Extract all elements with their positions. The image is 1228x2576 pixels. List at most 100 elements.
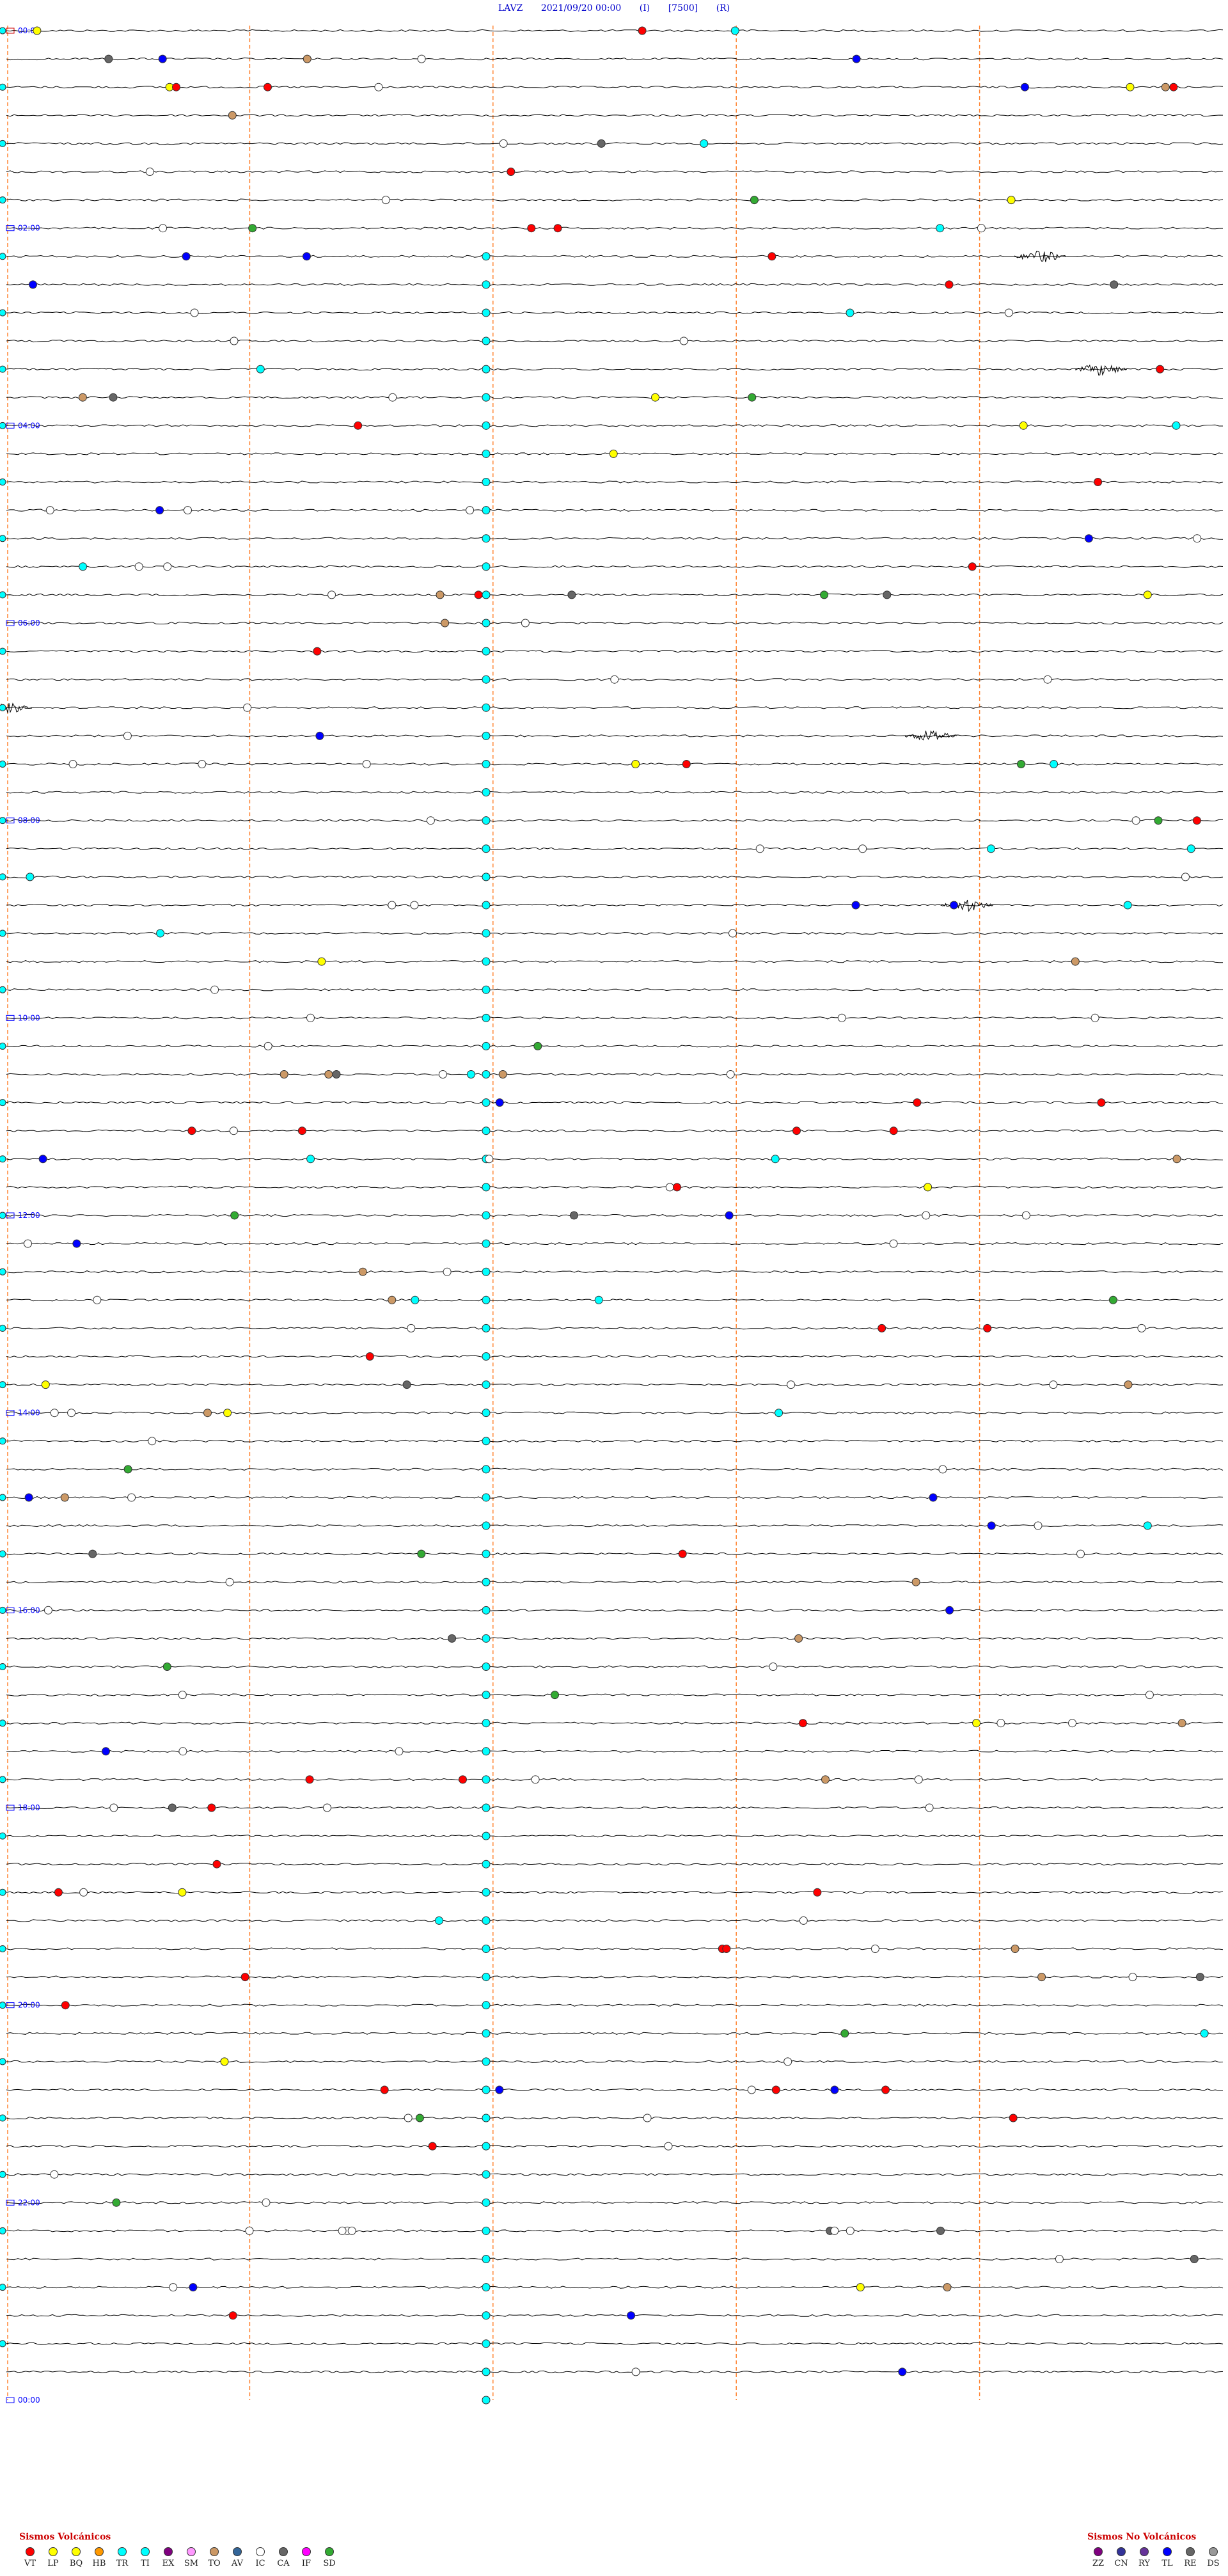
event-marker-tr xyxy=(482,2057,491,2066)
trace-line xyxy=(6,1129,1224,1132)
hour-box-icon xyxy=(6,422,15,429)
event-marker-ic xyxy=(148,1437,157,1446)
event-marker-vt xyxy=(354,421,363,430)
event-marker-lp xyxy=(1143,590,1152,599)
legend-volcanic-to: TO xyxy=(203,2547,225,2568)
event-marker-tr xyxy=(482,2142,491,2151)
event-marker-to xyxy=(911,1577,920,1586)
event-marker-tr xyxy=(1143,1521,1152,1530)
legend-nonvolcanic-dot-icon xyxy=(1117,2547,1126,2556)
event-marker-tr xyxy=(730,26,739,35)
hour-label: 00:00 xyxy=(18,2396,40,2405)
event-marker-ic xyxy=(68,760,77,768)
trace-line xyxy=(6,1721,1224,1725)
event-marker-ic xyxy=(123,731,132,740)
hour-box-icon xyxy=(6,225,15,232)
event-marker-vt xyxy=(297,1126,306,1135)
event-marker-lp xyxy=(924,1183,933,1192)
event-marker-vt xyxy=(172,83,180,91)
seismic-burst xyxy=(905,730,957,741)
event-marker-tr xyxy=(0,704,6,711)
trace-line xyxy=(6,1891,1224,1894)
event-marker-tr xyxy=(482,308,491,317)
event-marker-tr xyxy=(0,1550,6,1558)
event-marker-tr xyxy=(482,1126,491,1135)
event-marker-vt xyxy=(527,224,536,233)
legend-volcanic-dot-icon xyxy=(141,2547,150,2556)
event-marker-tr xyxy=(0,1945,6,1952)
event-marker-tl xyxy=(495,1098,504,1107)
trace-line xyxy=(6,1411,1224,1414)
event-marker-ic xyxy=(225,1577,234,1586)
hour-box-icon xyxy=(6,1212,15,1219)
event-marker-tr xyxy=(482,1577,491,1586)
trace-line xyxy=(6,480,1224,484)
legend-nonvolcanic: Sismos No Volcánicos ZZ CN RY TL RE DS xyxy=(1087,2532,1224,2568)
event-marker-vt xyxy=(1192,816,1201,825)
trace-line xyxy=(6,1947,1224,1950)
event-marker-ic xyxy=(1049,1380,1058,1389)
trace-line xyxy=(6,988,1224,992)
hour-label: 02:00 xyxy=(18,224,40,233)
legend-nonvolcanic-zz: ZZ xyxy=(1087,2547,1109,2568)
event-marker-tr xyxy=(0,1494,6,1501)
event-marker-ic xyxy=(1021,1211,1030,1220)
trace-line xyxy=(6,2003,1224,2007)
event-marker-tr xyxy=(482,1663,491,1671)
event-marker-tr xyxy=(0,2340,6,2348)
event-marker-lp xyxy=(1007,196,1016,205)
event-marker-ic xyxy=(443,1267,452,1276)
event-marker-lp xyxy=(972,1719,981,1728)
trace-line xyxy=(6,847,1224,850)
event-marker-tr xyxy=(1186,844,1195,853)
legend-volcanic-av: AV xyxy=(226,2547,248,2568)
event-marker-tr xyxy=(1050,760,1059,768)
event-marker-ic xyxy=(230,336,239,345)
event-marker-tr xyxy=(0,196,6,204)
hour-label: 22:00 xyxy=(18,2198,40,2207)
event-marker-tl xyxy=(929,1493,938,1502)
hour-box-icon xyxy=(6,620,15,626)
event-marker-lp xyxy=(41,1380,50,1389)
event-marker-tl xyxy=(72,1239,81,1248)
event-marker-tr xyxy=(0,1212,6,1219)
event-marker-vt xyxy=(878,1324,886,1332)
event-marker-tr xyxy=(936,224,945,233)
legend-volcanic-dot-icon xyxy=(72,2547,81,2556)
trace-line xyxy=(6,1016,1224,1020)
event-marker-vt xyxy=(428,2142,437,2151)
event-marker-tr xyxy=(0,817,6,825)
event-marker-vt xyxy=(459,1775,467,1784)
trace-line xyxy=(6,2060,1224,2063)
event-marker-ca xyxy=(104,54,113,63)
event-marker-ic xyxy=(485,1155,494,1164)
trace-line xyxy=(6,1975,1224,1979)
trace-line xyxy=(6,2088,1224,2092)
event-marker-tr xyxy=(0,2058,6,2066)
trace-line xyxy=(6,1073,1224,1076)
trace-line xyxy=(6,283,1224,286)
event-marker-ic xyxy=(1131,816,1140,825)
event-marker-tr xyxy=(700,139,709,148)
event-marker-vt xyxy=(945,280,954,289)
event-marker-tr xyxy=(0,1099,6,1107)
trace-line xyxy=(6,424,1223,427)
event-marker-tr xyxy=(482,1380,491,1389)
trace-line xyxy=(6,1327,1224,1330)
event-marker-tr xyxy=(482,731,491,740)
event-marker-tr xyxy=(0,2284,6,2291)
event-marker-tl xyxy=(38,1155,47,1164)
event-marker-tr xyxy=(482,788,491,797)
event-marker-tr xyxy=(482,703,491,712)
event-marker-ic xyxy=(43,1606,52,1615)
legend-nonvolcanic-dot-icon xyxy=(1094,2547,1103,2556)
event-marker-tr xyxy=(482,1634,491,1643)
event-marker-ca xyxy=(1195,1973,1204,1982)
event-marker-ic xyxy=(67,1409,76,1418)
legend-volcanic-dot-icon xyxy=(256,2547,265,2556)
event-marker-tr xyxy=(482,2001,491,2010)
event-marker-ic xyxy=(190,308,199,317)
trace-line xyxy=(6,1665,1224,1668)
event-marker-ic xyxy=(347,2226,356,2235)
event-marker-tl xyxy=(1084,534,1093,543)
